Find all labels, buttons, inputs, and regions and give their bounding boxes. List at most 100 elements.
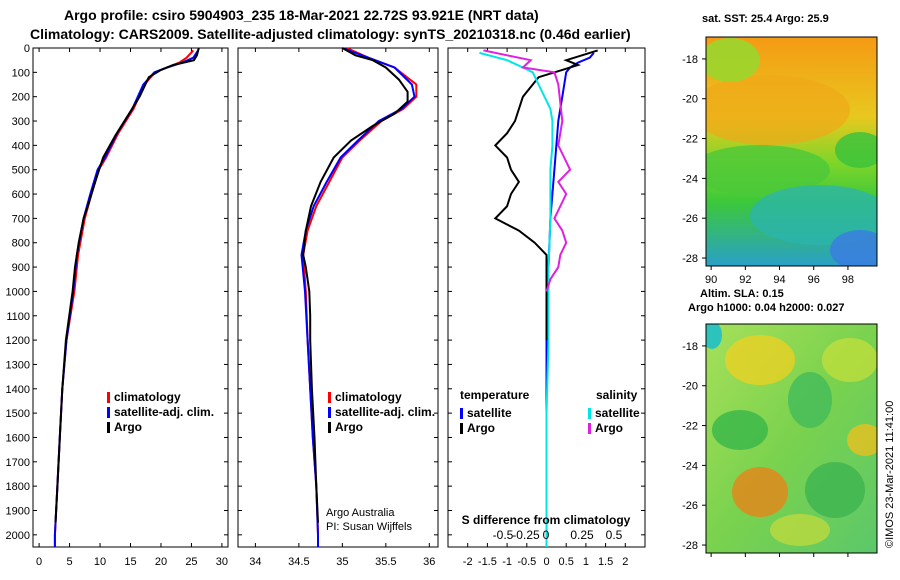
x-tick-label: 0: [543, 556, 549, 568]
y-tick-label: 200: [12, 92, 30, 104]
map-y-tick-label: -22: [682, 421, 698, 433]
x-tick-label: -1.5: [478, 556, 497, 568]
x-tick-label: 0: [36, 556, 42, 568]
imos-credit: ©IMOS 23-Mar-2021 11:41:00: [884, 400, 896, 548]
profile-panel-2: 34 34.5 35 35.5 36 climatologysatellite-adj. …: [237, 47, 439, 568]
x-tick-label: 34.5: [288, 556, 309, 568]
y-tick-label: 800: [12, 238, 30, 250]
y-tick-label: 600: [12, 189, 30, 201]
y-tick-label: 300: [12, 116, 30, 128]
map-x-tick-label: 94: [773, 274, 785, 286]
credit-agency: Argo Australia: [326, 507, 395, 519]
series-line: [54, 47, 200, 523]
x-tick-label: 10: [94, 556, 106, 568]
profile-panel-3: -2 -1.5 -1 -0.5 0 0.5 1 1.5 2 temperature salinity…: [447, 47, 646, 568]
map-y-tick-label: -26: [682, 213, 698, 225]
legend-swatch: [328, 392, 331, 403]
credit-pi: PI: Susan Wijffels: [326, 521, 412, 533]
map-y-tick-label: -22: [682, 134, 698, 146]
legend-swatch: [460, 408, 463, 419]
legend-label: Argo: [114, 420, 142, 434]
profile-panel-1: 0 100 200 300 400 500 600 700 800 900 1000 1100 1200…: [6, 43, 229, 568]
map-y-tick-label: -20: [682, 94, 698, 106]
map-y-tick-label: -28: [682, 253, 698, 265]
figure-title-line1: Argo profile: csiro 5904903_235 18-Mar-2…: [64, 7, 539, 23]
legend-swatch: [460, 423, 463, 434]
x-tick-label: -0.5: [517, 556, 536, 568]
series-line: [53, 49, 199, 547]
legend-label: climatology: [114, 390, 181, 404]
sla-map-title: Altim. SLA: 0.15: [700, 288, 784, 300]
x-tick-label: 35.5: [375, 556, 396, 568]
x-tick-label: -2: [463, 556, 473, 568]
y-tick-label: 900: [12, 262, 30, 274]
series-line: [479, 51, 554, 547]
y-tick-label: 1300: [6, 359, 30, 371]
y-tick-label: 1000: [6, 286, 30, 298]
legend-swatch: [107, 422, 110, 433]
y-tick-label: 500: [12, 165, 30, 177]
map-x-tick-label: 96: [808, 274, 820, 286]
y-tick-label: 1200: [6, 335, 30, 347]
legend-group-label: temperature: [460, 388, 530, 402]
legend-swatch: [328, 407, 331, 418]
map-y-tick-label: -24: [682, 460, 698, 472]
panel-frame: [237, 47, 439, 548]
x-tick-label: 5: [67, 556, 73, 568]
map-frame: [705, 36, 878, 267]
sst-map: [706, 37, 877, 266]
legend-label: climatology: [335, 390, 402, 404]
x-tick-label: 1: [583, 556, 589, 568]
y-tick-label: 2000: [6, 530, 30, 542]
map-frame: [705, 323, 878, 554]
legend-swatch: [588, 423, 591, 434]
y-tick-label: 1100: [6, 311, 30, 323]
panel-axis-label: S difference from climatology: [462, 513, 631, 527]
salinity-tick-label: -0.5: [493, 528, 514, 542]
y-tick-label: 700: [12, 213, 30, 225]
y-tick-label: 1400: [6, 384, 30, 396]
x-tick-label: 0.5: [559, 556, 574, 568]
y-tick-label: 400: [12, 140, 30, 152]
legend-label: satellite: [467, 406, 512, 420]
credits: Argo Australia PI: Susan Wijffels: [326, 507, 412, 533]
salinity-tick-label: 0.5: [606, 528, 623, 542]
series-line: [493, 49, 598, 341]
x-tick-label: 36: [423, 556, 435, 568]
sla-map-axes: -18 -20 -22 -24 -26 -28: [682, 323, 878, 557]
sla-map: [706, 324, 877, 553]
legend-label: Argo: [335, 420, 363, 434]
map-x-tick-label: 92: [739, 274, 751, 286]
y-tick-label: 1900: [6, 505, 30, 517]
sla-map-subtitle: Argo h1000: 0.04 h2000: 0.027: [688, 302, 845, 314]
legend-swatch: [107, 407, 110, 418]
x-tick-label: 20: [155, 556, 167, 568]
legend-label: satellite: [595, 406, 640, 420]
x-tick-label: 1.5: [598, 556, 613, 568]
y-tick-label: 100: [12, 67, 30, 79]
x-tick-label: 35: [336, 556, 348, 568]
legend-group-label: salinity: [596, 388, 638, 402]
map-x-tick-label: 98: [842, 274, 854, 286]
map-y-tick-label: -20: [682, 381, 698, 393]
map-y-tick-label: -24: [682, 173, 698, 185]
series-line: [545, 52, 595, 547]
map-y-tick-label: -18: [682, 54, 698, 66]
x-tick-label: 30: [216, 556, 228, 568]
series-line: [53, 49, 195, 547]
map-x-tick-label: 90: [705, 274, 717, 286]
series-line: [483, 49, 572, 292]
x-tick-label: -1: [502, 556, 512, 568]
x-tick-label: 25: [185, 556, 197, 568]
legend-swatch: [328, 422, 331, 433]
figure-title-line2: Climatology: CARS2009. Satellite-adjuste…: [30, 26, 631, 42]
sst-map-title: sat. SST: 25.4 Argo: 25.9: [702, 13, 829, 25]
x-tick-label: 15: [124, 556, 136, 568]
legend-label: Argo: [467, 421, 495, 435]
map-y-tick-label: -26: [682, 500, 698, 512]
legend-label: satellite-adj. clim.: [335, 405, 435, 419]
map-y-tick-label: -28: [682, 540, 698, 552]
y-tick-label: 1500: [6, 408, 30, 420]
panel-frame: [32, 47, 229, 548]
